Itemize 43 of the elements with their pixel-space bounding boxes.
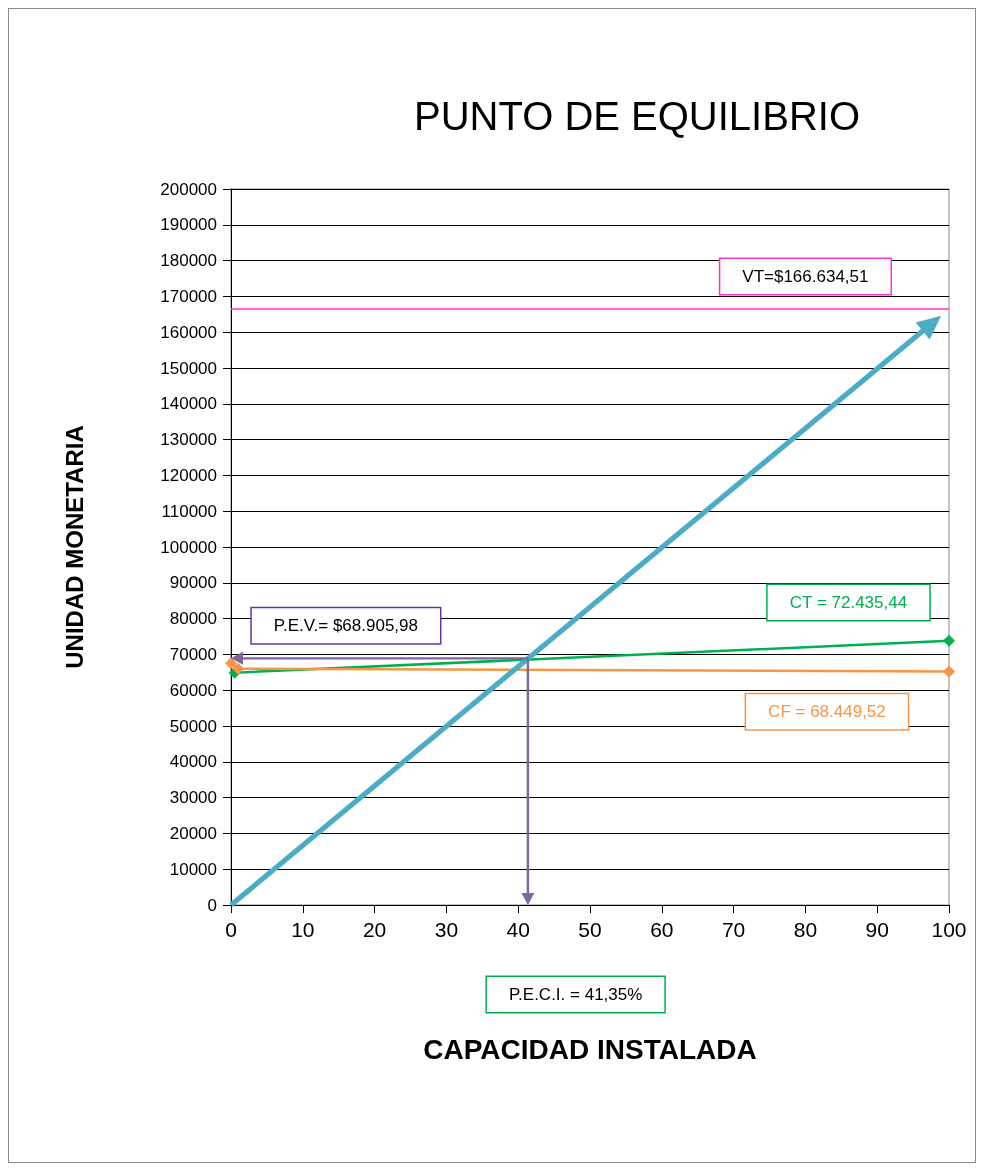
- x-tick-label: 60: [650, 918, 674, 941]
- x-tick-label: 30: [434, 918, 459, 941]
- x-tick-label: 90: [865, 918, 889, 941]
- x-tick-label: 50: [578, 918, 602, 941]
- x-tick-label: 10: [291, 918, 315, 941]
- y-tick-label: 110000: [161, 501, 217, 521]
- y-tick-label: 0: [207, 895, 217, 915]
- y-tick-label: 180000: [160, 251, 217, 271]
- point: [943, 634, 955, 647]
- point: [943, 665, 955, 678]
- y-tick-label: 80000: [169, 609, 217, 629]
- y-tick-label: 90000: [169, 573, 217, 593]
- chart-title: PUNTO DE EQUILIBRIO: [414, 94, 861, 138]
- y-tick-label: 60000: [169, 680, 217, 700]
- y-tick-label: 50000: [169, 716, 217, 736]
- x-axis-title: CAPACIDAD INSTALADA: [423, 1033, 757, 1065]
- y-tick-label: 100000: [160, 537, 217, 557]
- x-tick-label: 70: [721, 918, 746, 941]
- x-tick-label: 40: [506, 918, 530, 941]
- x-tick-label: 100: [931, 918, 967, 941]
- y-tick-label: 190000: [160, 215, 217, 235]
- x-tick-label: 80: [793, 918, 818, 941]
- text: P.E.C.I. = 41,35%: [508, 985, 643, 1004]
- y-tick-label: 120000: [160, 465, 217, 485]
- series-label: CF = 68.449,52: [768, 702, 886, 722]
- y-tick-label: 150000: [160, 358, 217, 378]
- series-label: CT = 72.435,44: [789, 592, 908, 612]
- y-tick-label: 20000: [169, 823, 217, 843]
- x-tick-label: 20: [362, 918, 387, 941]
- ref-line-label: VT=$166.634,51: [742, 266, 869, 286]
- y-tick-label: 30000: [169, 788, 217, 808]
- x-tick-label: 0: [225, 918, 237, 941]
- y-tick-label: 140000: [160, 394, 217, 414]
- annotation: P.E.V.= $68.905,98: [273, 616, 418, 636]
- y-tick-label: 160000: [160, 322, 217, 342]
- y-tick-label: 70000: [169, 644, 217, 664]
- point: [232, 662, 245, 675]
- y-tick-label: 170000: [160, 286, 217, 306]
- y-tick-label: 40000: [169, 752, 217, 772]
- y-tick-label: 200000: [160, 179, 217, 199]
- y-axis-title: UNIDAD MONETARIA: [60, 425, 88, 669]
- y-tick-label: 10000: [169, 859, 217, 879]
- y-tick-label: 130000: [160, 430, 217, 450]
